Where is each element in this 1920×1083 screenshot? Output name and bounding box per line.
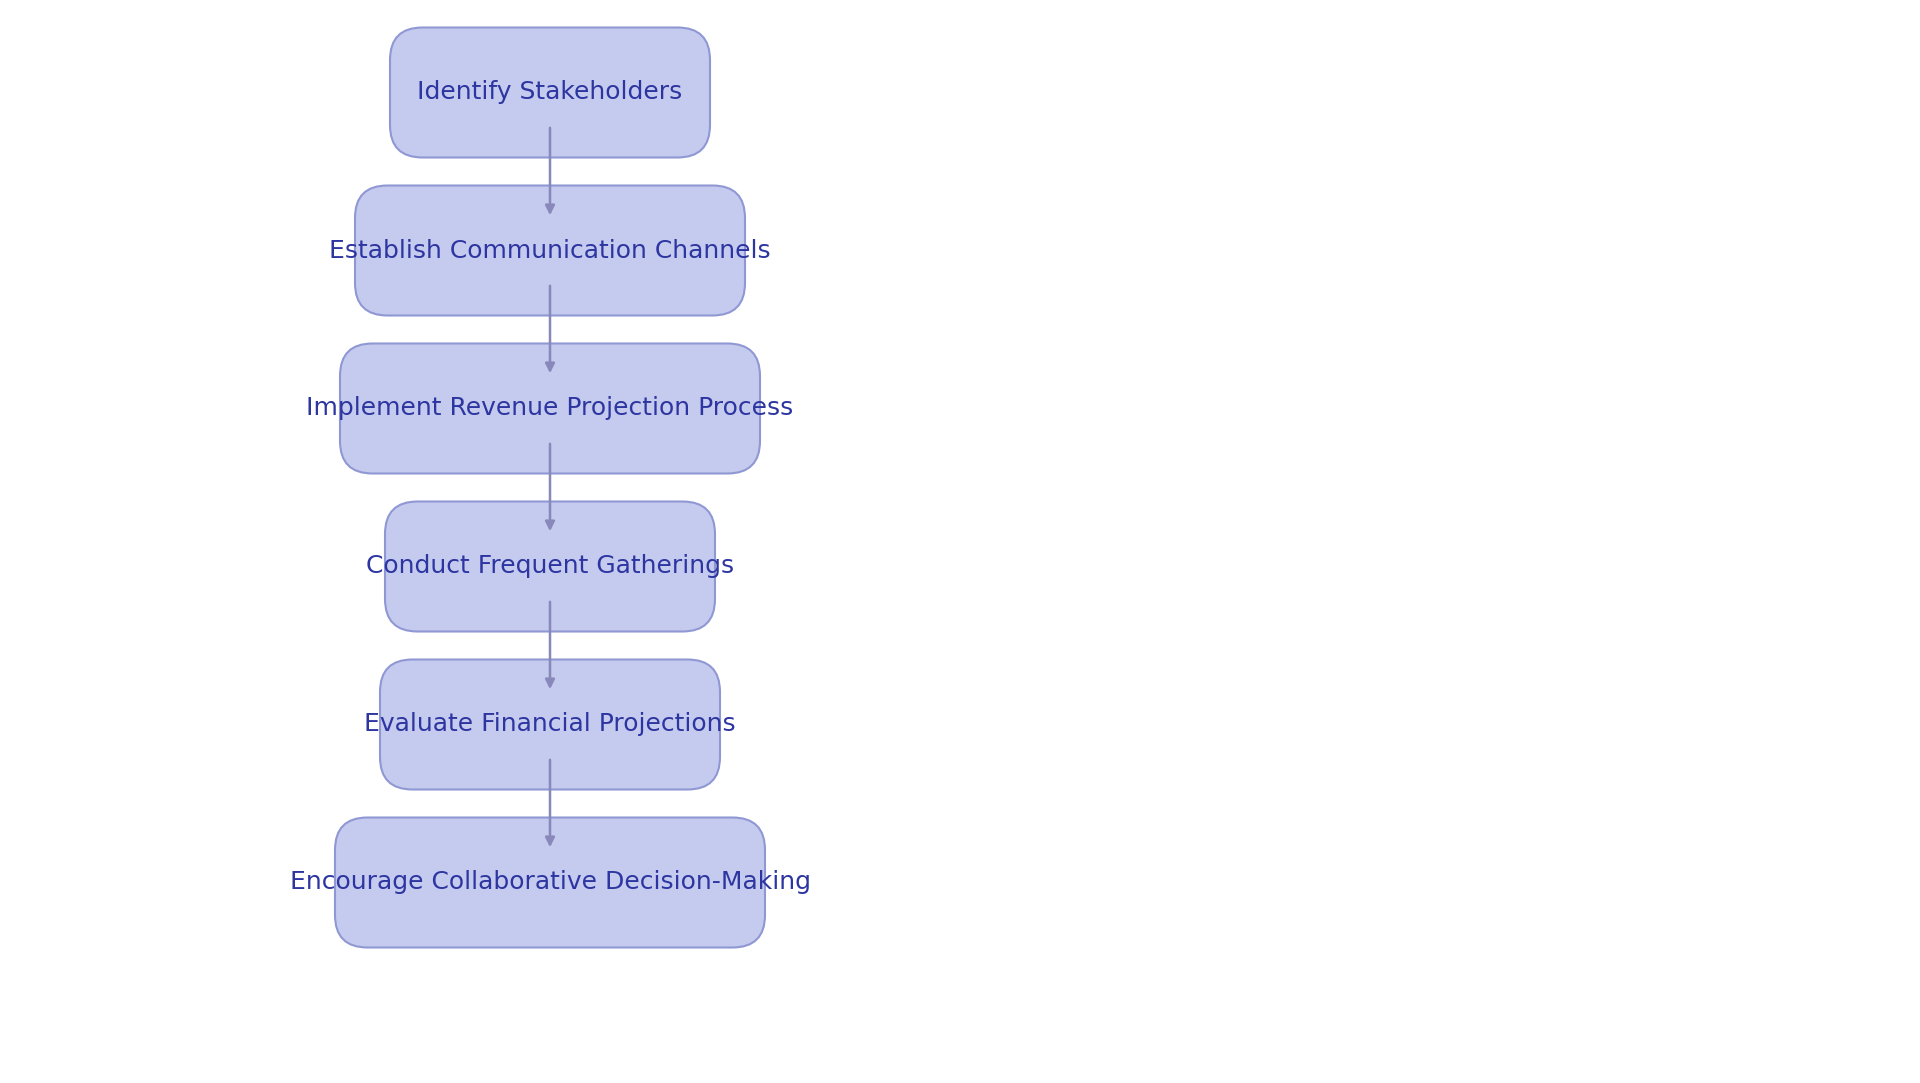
FancyBboxPatch shape [355,185,745,315]
Text: Implement Revenue Projection Process: Implement Revenue Projection Process [307,396,793,420]
Text: Evaluate Financial Projections: Evaluate Financial Projections [365,713,735,736]
Text: Encourage Collaborative Decision-Making: Encourage Collaborative Decision-Making [290,871,810,895]
FancyBboxPatch shape [386,501,714,631]
FancyBboxPatch shape [334,818,764,948]
Text: Conduct Frequent Gatherings: Conduct Frequent Gatherings [367,554,733,578]
FancyBboxPatch shape [340,343,760,473]
FancyBboxPatch shape [380,660,720,790]
Text: Identify Stakeholders: Identify Stakeholders [417,80,684,104]
Text: Establish Communication Channels: Establish Communication Channels [328,238,770,262]
FancyBboxPatch shape [390,27,710,157]
